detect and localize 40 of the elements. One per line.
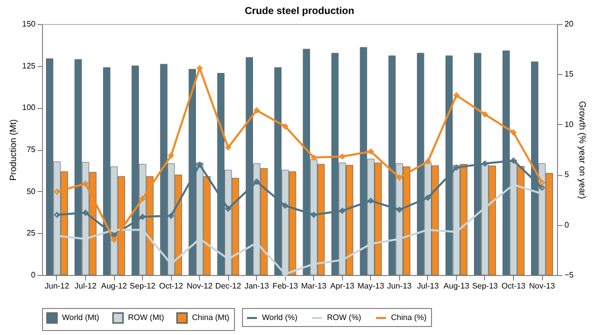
y2-tick-label: 10 <box>564 120 574 129</box>
x-tick-label: Oct-13 <box>501 282 526 290</box>
x-tick-label: Sep-13 <box>472 282 498 290</box>
legend-label: World (Mt) <box>62 313 100 322</box>
y-axis-title: Production (Mt) <box>8 119 18 181</box>
x-tick-label: Apr-13 <box>330 282 355 290</box>
y2-tick-label: 0 <box>564 220 570 230</box>
y-tick-label: 50 <box>26 186 36 196</box>
legend-label: ROW (%) <box>327 313 362 322</box>
x-tick-label: Nov-13 <box>529 282 556 290</box>
legend-label: World (%) <box>262 313 298 322</box>
y2-axis-title: Growth (% year on year) <box>578 100 588 200</box>
x-tick-label: Aug-13 <box>444 282 470 290</box>
x-tick-label: Sep-12 <box>130 282 156 290</box>
legend-label: ROW (Mt) <box>128 313 164 322</box>
x-tick-label: Mar-13 <box>301 282 327 290</box>
y2-tick-label: 15 <box>564 70 574 79</box>
y-tick-label: 125 <box>22 61 36 70</box>
x-tick-label: Oct-12 <box>159 282 184 290</box>
x-tick-label: Jul-13 <box>416 282 440 290</box>
y-tick-label: 75 <box>26 145 36 154</box>
legend-label: China (Mt) <box>192 313 230 322</box>
x-tick-label: May-13 <box>357 282 385 290</box>
y-tick-label: 150 <box>22 20 36 28</box>
x-tick-label: Nov-12 <box>186 282 214 290</box>
x-tick-label: Feb-13 <box>272 282 298 290</box>
x-tick-label: Jun-13 <box>387 282 412 290</box>
x-tick-label: Jul-12 <box>74 282 97 290</box>
x-tick-label: Dec-12 <box>215 282 242 290</box>
y-tick-label: 100 <box>22 103 36 112</box>
y-tick-label: 0 <box>31 270 36 280</box>
x-tick-label: Jan-13 <box>244 282 270 290</box>
y-tick-label: 25 <box>26 228 36 238</box>
x-tick-label: Aug-12 <box>101 282 128 290</box>
y2-tick-label: 5 <box>564 170 570 180</box>
x-tick-label: Jun-12 <box>44 282 70 290</box>
chart-title: Crude steel production <box>244 6 354 17</box>
legend-label: China (%) <box>391 313 427 322</box>
y2-tick-label: 20 <box>564 20 574 28</box>
y2-tick-label: −5 <box>564 270 574 280</box>
